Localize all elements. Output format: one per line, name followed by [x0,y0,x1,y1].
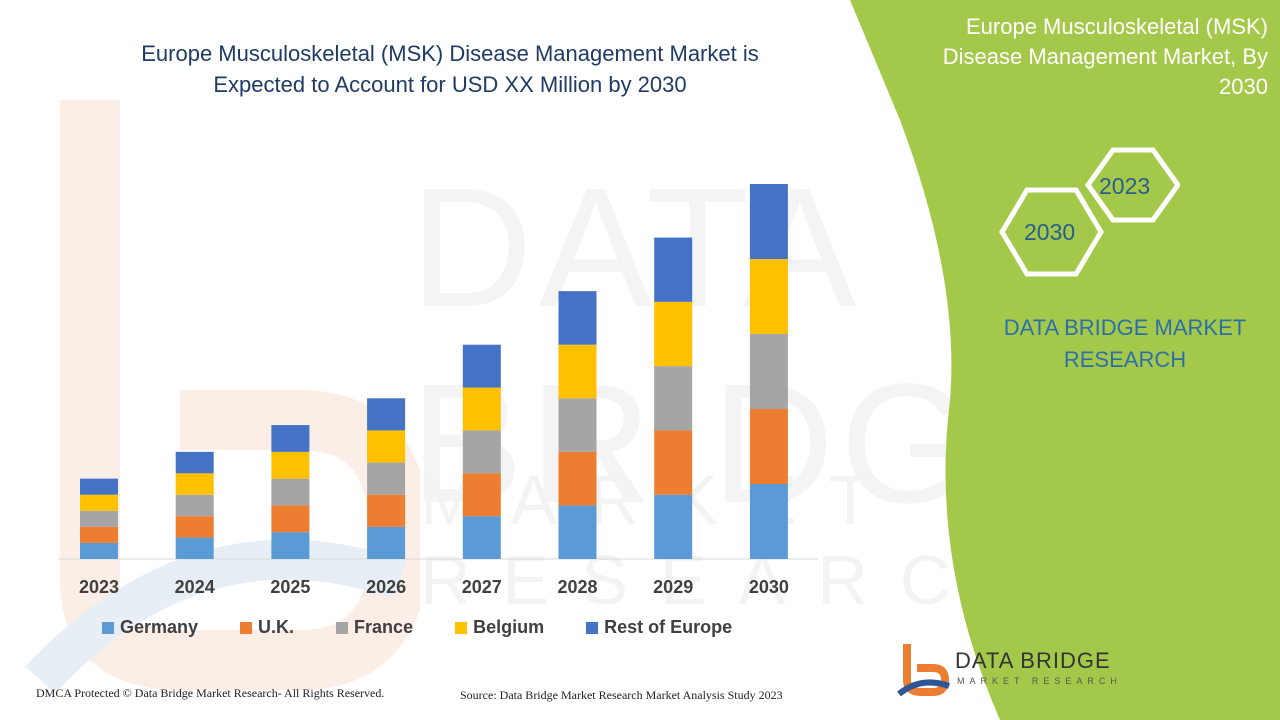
bar-2029-u-k- [654,430,693,495]
x-tick-label: 2023 [79,577,119,597]
bar-2029-france [654,366,693,431]
legend-item: Germany [102,617,198,638]
bar-2023-belgium [80,494,118,511]
x-tick-label: 2030 [749,577,789,597]
chart-title: Europe Musculoskeletal (MSK) Disease Man… [90,38,810,100]
brand-line2: RESEARCH [1063,347,1187,372]
legend-item: Rest of Europe [586,617,732,638]
bar-2025-u-k- [271,505,310,533]
bar-2030-belgium [749,259,788,334]
hex-label-top: 2023 [1099,173,1151,199]
legend-swatch [336,621,349,634]
hex-label-bottom: 2030 [1024,219,1076,245]
bar-2029-germany [654,494,693,559]
x-tick-label: 2024 [175,577,215,597]
x-tick-labels: 2023 2024 2025 2026 2027 2028 2029 2030 [79,577,789,597]
bar-2025-france [271,478,310,506]
stacked-bar-chart: 2023 2024 2025 2026 2027 2028 2029 2030 [58,184,818,597]
bar-2030-france [749,334,788,409]
bar-2027-france [462,430,501,474]
x-tick-label: 2029 [653,577,693,597]
bar-2030-u-k- [749,409,788,484]
bars-group [80,184,788,559]
bar-2029-belgium [654,301,693,367]
brand-name: DATA BRIDGE MARKET RESEARCH [990,312,1260,376]
bar-2024-france [175,494,214,517]
bar-2028-france [558,398,597,452]
bar-2024-u-k- [175,516,214,538]
bar-2025-belgium [271,451,310,479]
legend-swatch [102,621,114,634]
side-panel-title: Europe Musculoskeletal (MSK) Disease Man… [888,12,1268,102]
legend-swatch [586,621,599,634]
bar-2023-germany [80,542,118,559]
legend-item: Belgium [455,617,544,638]
bar-2027-belgium [462,387,501,431]
x-tick-label: 2027 [462,577,502,597]
bar-2027-rest-of-europe [462,344,501,388]
legend-label: Belgium [473,617,545,637]
logo-tagline: MARKET RESEARCH [957,676,1122,686]
bar-2025-rest-of-europe [271,425,310,452]
bar-2023-rest-of-europe [80,478,118,495]
bar-2026-germany [367,526,406,559]
bar-2027-germany [462,516,501,559]
footer-copyright: DMCA Protected © Data Bridge Market Rese… [36,686,385,700]
bar-2030-germany [749,484,788,559]
x-tick-label: 2026 [366,577,406,597]
bar-2024-belgium [175,473,214,495]
bar-2023-u-k- [80,526,118,543]
hexagon-group-icon [999,147,1180,277]
legend-item: U.K. [240,617,294,638]
bar-2028-belgium [558,344,597,399]
bar-2026-u-k- [367,494,406,527]
legend-label: Rest of Europe [604,617,733,637]
bar-2026-belgium [367,430,406,463]
bar-2026-rest-of-europe [367,398,406,431]
bar-2028-germany [558,505,597,559]
logo-icon [897,644,951,697]
bar-2027-u-k- [462,473,501,517]
legend-label: Germany [120,617,199,637]
bar-2026-france [367,462,406,495]
footer-source: Source: Data Bridge Market Research Mark… [460,688,783,702]
chart-title-line2: Expected to Account for USD XX Million b… [213,72,687,97]
bar-2029-rest-of-europe [654,237,693,302]
bar-2028-rest-of-europe [558,291,597,345]
bar-2030-rest-of-europe [749,184,788,259]
side-title-line1: Europe Musculoskeletal (MSK) [965,14,1268,39]
chart-title-line1: Europe Musculoskeletal (MSK) Disease Man… [141,41,759,66]
x-tick-label: 2028 [557,577,597,597]
legend-label: U.K. [258,617,295,637]
legend-label: France [354,617,414,637]
logo-name: DATA BRIDGE [955,648,1111,673]
legend-swatch [240,621,253,634]
bar-2028-u-k- [558,451,597,506]
bar-2023-france [80,510,118,527]
side-title-line2: Disease Management Market, By [942,44,1268,69]
side-title-line3: 2030 [1219,74,1268,99]
x-tick-label: 2025 [270,577,310,597]
brand-line1: DATA BRIDGE MARKET [1003,315,1247,340]
chart-legend: Germany U.K. France Belgium Rest of Europe [102,617,774,638]
bar-2024-germany [175,537,214,559]
bar-2024-rest-of-europe [175,451,214,474]
legend-item: France [336,617,413,638]
legend-swatch [455,621,468,634]
bar-2025-germany [271,532,310,559]
